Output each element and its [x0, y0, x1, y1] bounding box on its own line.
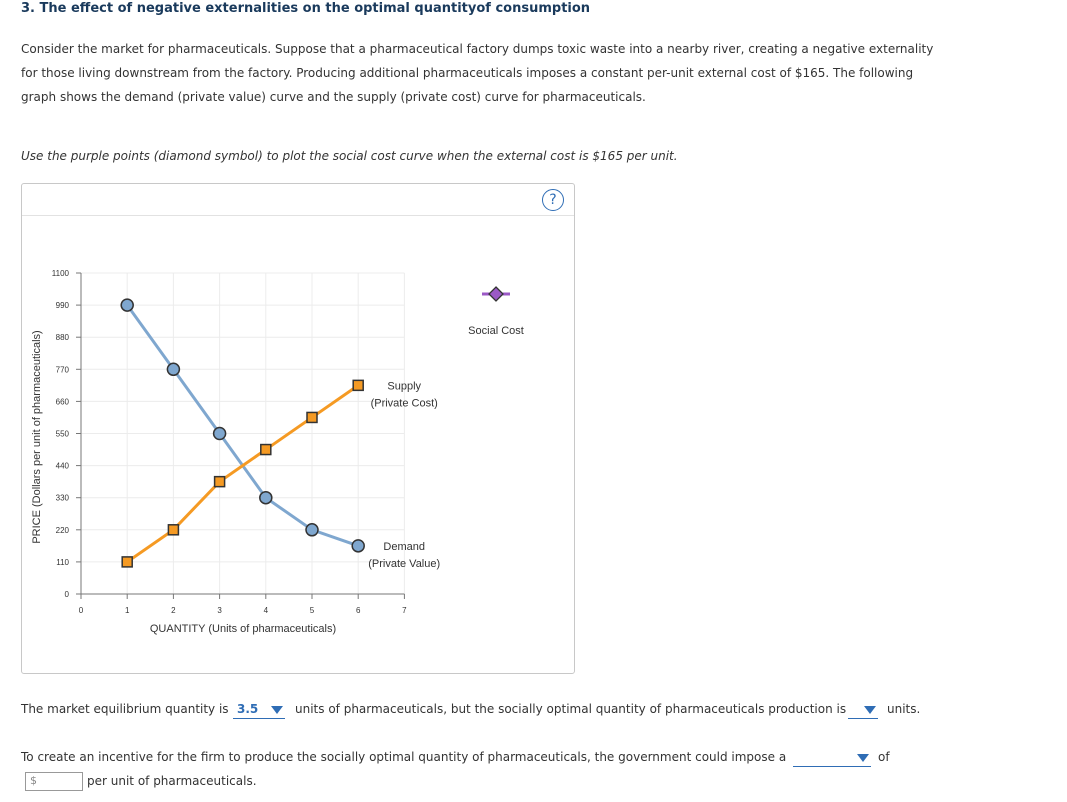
- supply-point[interactable]: [213, 475, 226, 488]
- demand-point[interactable]: [120, 298, 134, 312]
- supply-point[interactable]: [167, 524, 180, 536]
- q2-text-a: To create an incentive for the firm to p…: [21, 750, 787, 764]
- y-axis-label: PRICE (Dollars per unit of pharmaceutica…: [31, 330, 43, 543]
- help-icon[interactable]: ?: [542, 189, 564, 211]
- question-title: 3. The effect of negative externalities …: [21, 1, 591, 16]
- intro-line-2: for those living downstream from the fac…: [21, 66, 914, 80]
- x-tick-label: 2: [171, 606, 176, 615]
- demand-point[interactable]: [305, 523, 319, 537]
- supply-point[interactable]: [260, 443, 272, 456]
- policy-type-dropdown[interactable]: [793, 750, 871, 767]
- q2-text-b: of: [878, 750, 890, 764]
- y-tick-label: 660: [56, 397, 70, 406]
- x-tick-label: 4: [264, 606, 269, 615]
- y-tick-label: 330: [56, 494, 70, 503]
- y-tick-label: 880: [56, 333, 70, 342]
- supply-curve: [126, 384, 360, 564]
- chevron-down-icon: [857, 754, 869, 762]
- demand-point[interactable]: [259, 490, 273, 505]
- q1-text-b: units of pharmaceuticals, but the social…: [295, 702, 847, 716]
- y-tick-label: 220: [56, 526, 70, 535]
- y-tick-label: 550: [56, 430, 70, 439]
- x-tick-label: 6: [356, 606, 361, 615]
- plot-instruction: Use the purple points (diamond symbol) t…: [21, 149, 678, 163]
- y-tick-label: 440: [56, 462, 70, 471]
- y-tick-label: 1100: [52, 269, 70, 278]
- optimal-quantity-dropdown[interactable]: [848, 702, 878, 719]
- y-tick-label: 0: [65, 590, 70, 599]
- chevron-down-icon: [271, 706, 283, 714]
- chevron-down-icon: [864, 706, 876, 714]
- supply-label: Supply: [387, 380, 421, 392]
- q2-text-c: per unit of pharmaceuticals.: [87, 774, 257, 788]
- intro-line-1: Consider the market for pharmaceuticals.…: [21, 42, 934, 56]
- supply-sublabel: (Private Cost): [371, 397, 438, 409]
- equilibrium-quantity-value: 3.5: [237, 702, 259, 716]
- x-tick-label: 1: [125, 606, 130, 615]
- q1-text-c: units.: [887, 702, 921, 716]
- y-tick-label: 110: [56, 558, 69, 567]
- intro-line-3: graph shows the demand (private value) c…: [21, 90, 646, 104]
- demand-point[interactable]: [212, 426, 227, 441]
- graph-panel-toolbar: [22, 184, 574, 216]
- x-tick-label: 3: [217, 606, 222, 615]
- supply-point[interactable]: [306, 411, 318, 424]
- supply-point[interactable]: [121, 556, 133, 568]
- demand-label: Demand: [383, 541, 425, 553]
- x-tick-label: 5: [310, 606, 315, 615]
- x-axis-label: QUANTITY (Units of pharmaceuticals): [150, 623, 336, 635]
- q1-text-a: The market equilibrium quantity is: [21, 702, 229, 716]
- social-cost-diamond-icon[interactable]: [488, 286, 504, 302]
- x-tick-label: 7: [402, 606, 407, 615]
- y-tick-label: 770: [56, 365, 70, 374]
- y-tick-label: 990: [56, 301, 70, 310]
- demand-curve: [125, 304, 359, 548]
- tax-amount-input[interactable]: $: [25, 772, 83, 791]
- x-tick-label: 0: [79, 606, 84, 615]
- demand-point[interactable]: [166, 362, 181, 377]
- supply-point[interactable]: [352, 379, 364, 392]
- currency-symbol: $: [30, 774, 37, 787]
- demand-sublabel: (Private Value): [368, 558, 440, 570]
- demand-point[interactable]: [351, 539, 365, 553]
- social-cost-label: Social Cost: [468, 325, 524, 337]
- equilibrium-quantity-dropdown[interactable]: 3.5: [233, 702, 285, 719]
